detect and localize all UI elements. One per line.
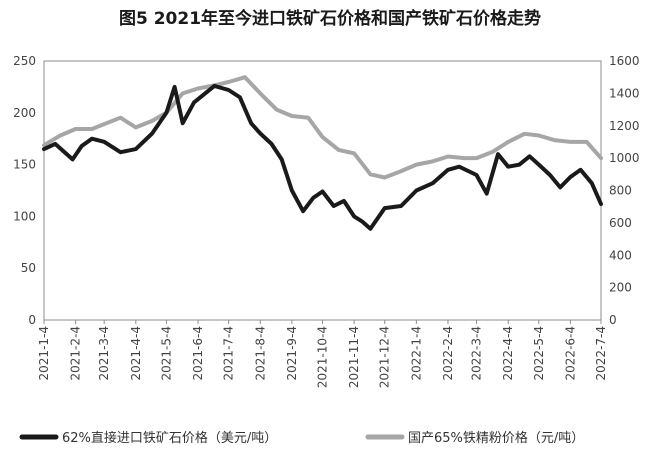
x-tick-label: 2022-7-4 [594, 326, 608, 380]
x-axis-ticks: 2021-1-4 2021-2-4 2021-3-4 2021-4-4 2021-5-4… [37, 320, 608, 388]
series-line-domestic-65 [42, 75, 603, 180]
chart-title: 图5 2021年至今进口铁矿石价格和国产铁矿石价格走势 [118, 9, 542, 29]
right-tick-label: 1600 [609, 54, 640, 68]
x-tick-label: 2021-6-4 [191, 326, 205, 380]
series-line-import-62 [42, 83, 603, 231]
series-lines [42, 75, 603, 231]
left-tick-label: 50 [21, 261, 36, 275]
left-tick-label: 150 [13, 158, 36, 172]
right-tick-label: 200 [609, 281, 632, 295]
right-tick-label: 1400 [609, 86, 640, 100]
x-tick-label: 2022-1-4 [409, 326, 423, 380]
legend: 62%直接进口铁矿石价格（美元/吨） 国产65%铁精粉价格（元/吨） [19, 430, 584, 446]
x-tick-label: 2021-11-4 [347, 326, 361, 388]
left-tick-label: 0 [28, 313, 36, 327]
x-tick-label: 2021-4-4 [129, 326, 143, 380]
left-tick-label: 200 [13, 106, 36, 120]
x-tick-label: 2021-8-4 [253, 326, 267, 380]
x-tick-label: 2021-1-4 [37, 326, 51, 380]
x-tick-label: 2021-5-4 [159, 326, 173, 380]
x-tick-label: 2022-4-4 [501, 326, 515, 380]
right-axis-ticks: 0 200 400 600 800 1000 1200 1400 1600 [609, 54, 640, 327]
x-tick-label: 2022-6-4 [563, 326, 577, 380]
left-axis-ticks: 0 50 100 150 200 250 [13, 54, 36, 327]
right-tick-label: 0 [609, 313, 617, 327]
x-tick-label: 2021-12-4 [378, 326, 392, 388]
x-tick-label: 2022-3-4 [470, 326, 484, 380]
x-tick-label: 2021-3-4 [97, 326, 111, 380]
x-tick-label: 2021-9-4 [285, 326, 299, 380]
right-tick-label: 400 [609, 248, 632, 262]
x-tick-label: 2022-5-4 [532, 326, 546, 380]
left-tick-label: 250 [13, 54, 36, 68]
x-tick-label: 2021-7-4 [222, 326, 236, 380]
x-tick-label: 2021-2-4 [69, 326, 83, 380]
legend-label-import-62: 62%直接进口铁矿石价格（美元/吨） [62, 430, 277, 446]
right-tick-label: 600 [609, 216, 632, 230]
right-tick-label: 1200 [609, 119, 640, 133]
x-tick-label: 2022-2-4 [441, 326, 455, 380]
right-tick-label: 1000 [609, 151, 640, 165]
x-tick-label: 2021-10-4 [316, 326, 330, 388]
left-tick-label: 100 [13, 209, 36, 223]
legend-label-domestic-65: 国产65%铁精粉价格（元/吨） [408, 430, 584, 446]
right-tick-label: 800 [609, 184, 632, 198]
